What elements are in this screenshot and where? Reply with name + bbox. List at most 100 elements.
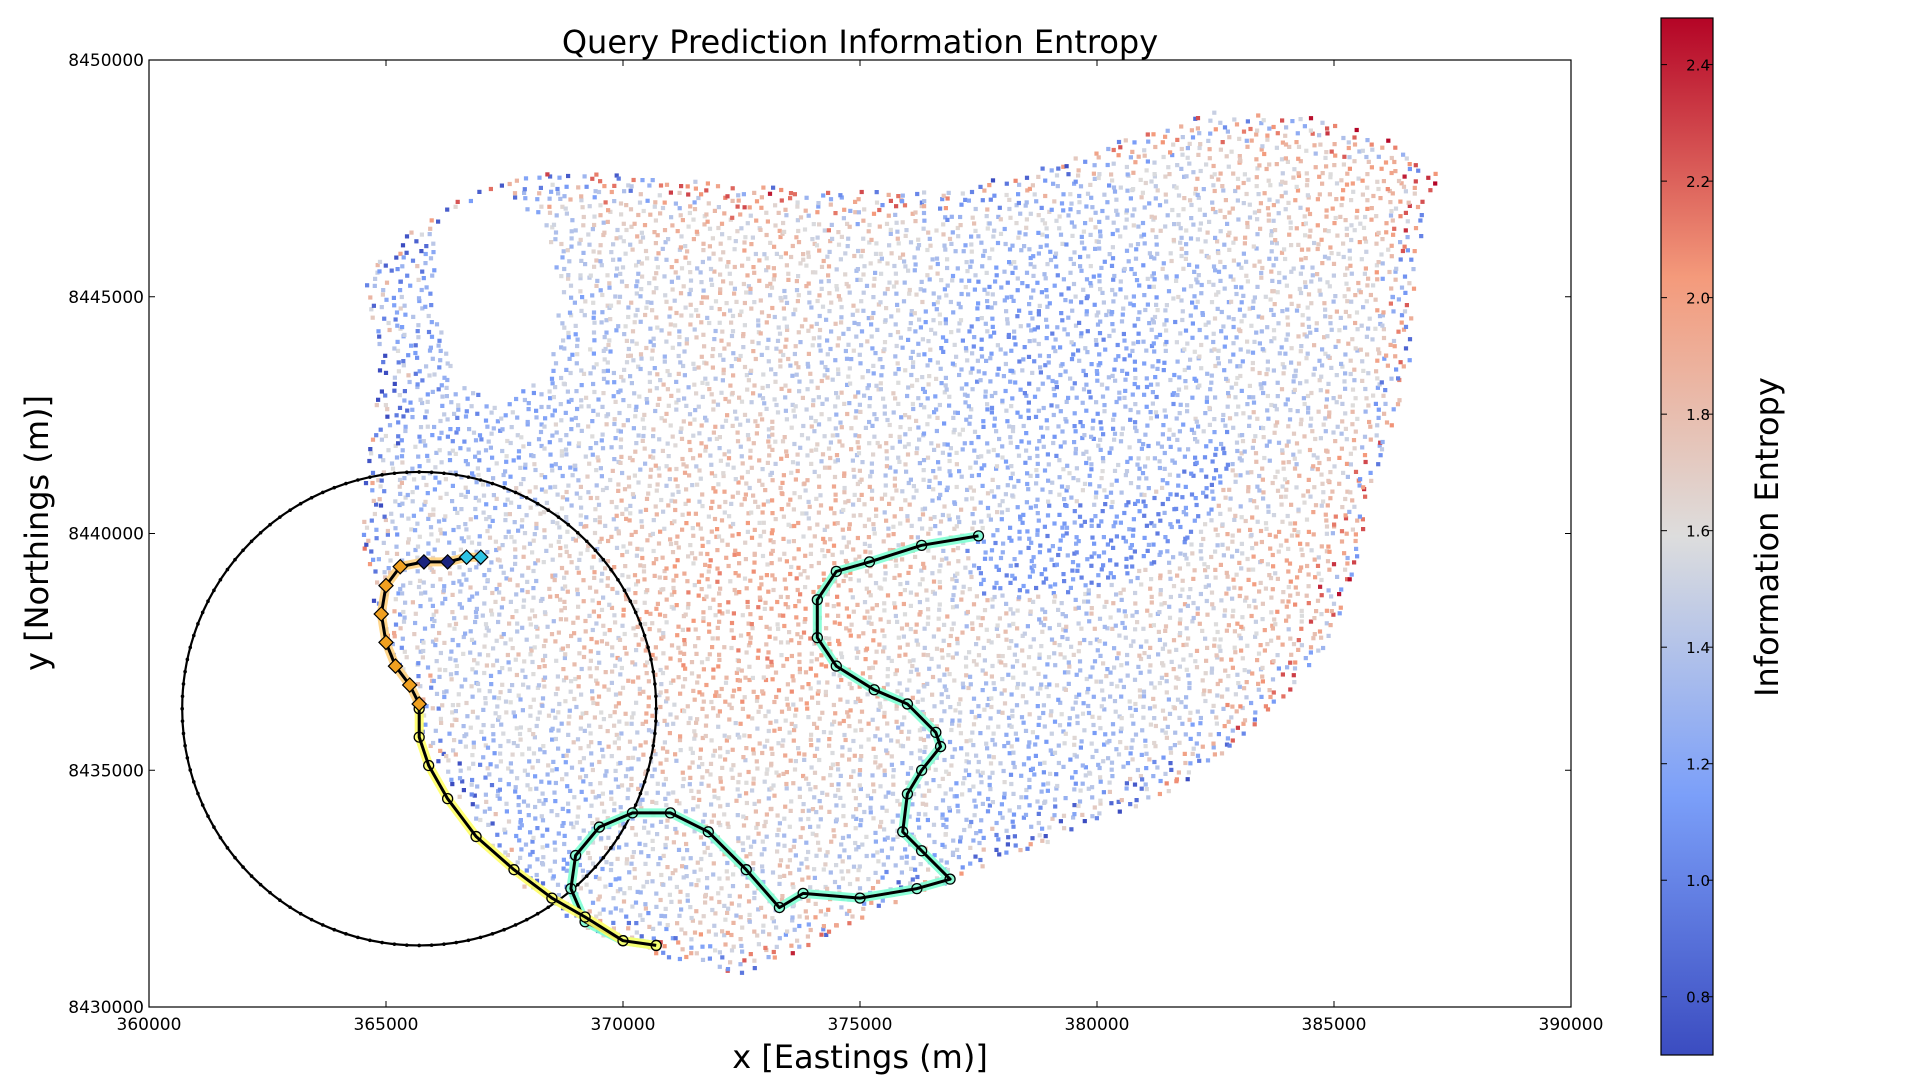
- entropy-point: [884, 456, 890, 461]
- entropy-point: [677, 658, 682, 663]
- entropy-point: [621, 544, 626, 549]
- entropy-point: [745, 469, 750, 475]
- entropy-point: [781, 536, 786, 541]
- entropy-point: [899, 729, 904, 734]
- entropy-point: [847, 366, 852, 371]
- entropy-point: [812, 429, 817, 434]
- entropy-point: [700, 504, 705, 509]
- entropy-point: [837, 673, 842, 678]
- entropy-point: [673, 323, 678, 328]
- entropy-point: [817, 484, 822, 489]
- entropy-point: [555, 674, 560, 679]
- entropy-point: [663, 842, 668, 848]
- entropy-point: [769, 761, 774, 766]
- entropy-point: [844, 911, 850, 916]
- entropy-point: [693, 408, 698, 413]
- entropy-point: [815, 298, 820, 304]
- entropy-point: [539, 422, 544, 427]
- entropy-point: [543, 653, 548, 658]
- entropy-point: [859, 343, 864, 348]
- entropy-point: [758, 331, 763, 336]
- entropy-point: [884, 748, 889, 753]
- entropy-point: [913, 329, 918, 334]
- entropy-point: [562, 605, 567, 611]
- entropy-point: [753, 356, 758, 362]
- entropy-point: [473, 438, 479, 443]
- entropy-point: [859, 492, 864, 497]
- entropy-point: [390, 519, 395, 524]
- entropy-point: [884, 518, 889, 523]
- entropy-point: [530, 550, 535, 555]
- entropy-point: [522, 768, 527, 773]
- entropy-point: [587, 204, 592, 209]
- entropy-point: [862, 615, 867, 620]
- entropy-point: [738, 444, 743, 449]
- entropy-point: [802, 752, 807, 757]
- entropy-point: [900, 761, 905, 766]
- entropy-point: [379, 305, 384, 310]
- entropy-point: [700, 692, 705, 697]
- entropy-point: [548, 485, 553, 490]
- entropy-point: [686, 627, 691, 632]
- entropy-point: [699, 573, 704, 578]
- entropy-point: [857, 768, 863, 773]
- entropy-point: [596, 614, 602, 619]
- entropy-point: [576, 423, 581, 428]
- entropy-point: [778, 485, 783, 490]
- entropy-point: [915, 874, 920, 880]
- entropy-point: [531, 672, 536, 677]
- entropy-point: [759, 195, 764, 200]
- entropy-point: [790, 674, 795, 679]
- entropy-point: [683, 666, 688, 671]
- entropy-point: [921, 210, 927, 216]
- entropy-point: [777, 863, 782, 868]
- entropy-point: [636, 642, 641, 647]
- entropy-point: [691, 807, 696, 812]
- entropy-point: [492, 405, 497, 410]
- entropy-point: [678, 291, 684, 296]
- entropy-point: [847, 855, 852, 860]
- entropy-point: [417, 578, 423, 583]
- entropy-point: [482, 573, 487, 578]
- entropy-point: [483, 622, 489, 627]
- entropy-point: [871, 782, 876, 787]
- entropy-point: [760, 417, 765, 422]
- entropy-point: [965, 487, 970, 492]
- entropy-point: [856, 696, 861, 701]
- entropy-point: [787, 858, 792, 863]
- entropy-point: [762, 252, 767, 257]
- entropy-point: [578, 521, 583, 527]
- entropy-point: [910, 401, 915, 407]
- entropy-point: [862, 264, 867, 269]
- entropy-point: [540, 881, 546, 886]
- entropy-point: [364, 542, 369, 547]
- entropy-point: [733, 571, 738, 576]
- entropy-point: [959, 597, 964, 602]
- entropy-point: [835, 458, 840, 463]
- entropy-point: [639, 806, 644, 811]
- entropy-point: [752, 801, 757, 806]
- entropy-point: [707, 652, 712, 657]
- entropy-point: [791, 312, 796, 317]
- entropy-point: [860, 248, 865, 253]
- entropy-point: [592, 715, 597, 720]
- entropy-point: [529, 648, 534, 653]
- entropy-point: [840, 859, 845, 864]
- entropy-point: [486, 482, 491, 487]
- entropy-point: [610, 645, 615, 650]
- entropy-point: [484, 799, 489, 804]
- entropy-point: [626, 353, 631, 358]
- entropy-point: [784, 696, 789, 701]
- entropy-point: [521, 389, 526, 394]
- entropy-point: [428, 256, 434, 261]
- entropy-point: [939, 278, 944, 283]
- entropy-point: [531, 697, 536, 702]
- entropy-point: [442, 690, 447, 695]
- entropy-point: [670, 434, 675, 439]
- entropy-point: [416, 674, 421, 679]
- entropy-point: [776, 325, 781, 330]
- entropy-point: [575, 565, 580, 570]
- entropy-point: [944, 556, 949, 561]
- entropy-point: [710, 907, 715, 913]
- entropy-point: [651, 427, 656, 432]
